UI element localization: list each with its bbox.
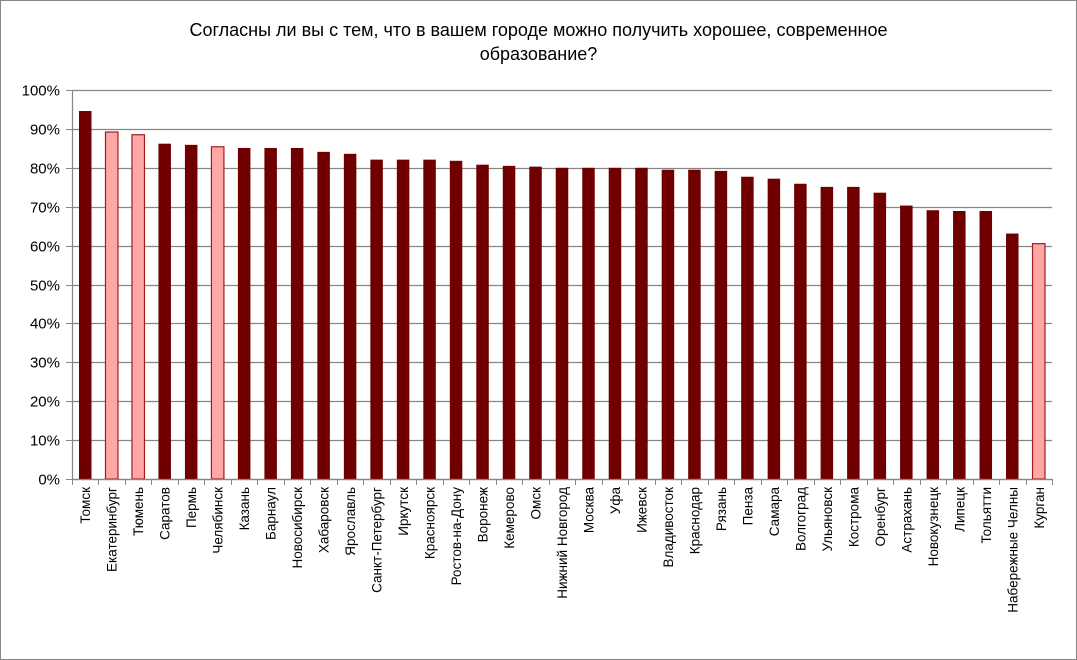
y-tick-label: 20% xyxy=(30,394,60,411)
chart-title: Согласны ли вы с тем, что в вашем городе… xyxy=(0,18,1077,66)
x-tick-label: Рязань xyxy=(714,487,729,531)
x-tick-label: Тюмень xyxy=(131,487,146,536)
x-tick-label: Тольятти xyxy=(979,487,994,544)
bar-1 xyxy=(78,111,92,480)
x-tick-label: Оренбург xyxy=(873,487,888,547)
bar-7 xyxy=(237,147,251,479)
x-tick-label: Уфа xyxy=(608,487,623,515)
x-tick-label: Барнаул xyxy=(264,487,279,540)
bar-4 xyxy=(158,143,171,479)
x-tick-label: Новосибирск xyxy=(290,487,305,569)
bar-11 xyxy=(343,153,357,479)
y-tick-label: 100% xyxy=(22,83,60,100)
x-tick-label: Челябинск xyxy=(211,487,226,554)
x-tick-label: Ижевск xyxy=(634,487,649,533)
x-tick-label: Красноярск xyxy=(423,487,438,559)
x-tick-label: Ростов-на-Дону xyxy=(449,487,464,586)
y-tick-label: 70% xyxy=(30,200,60,217)
x-tick-label: Нижний Новгород xyxy=(555,487,570,599)
x-tick-label: Краснодар xyxy=(687,487,702,554)
x-tick-label: Томск xyxy=(78,487,93,524)
bar-20 xyxy=(582,167,595,480)
bar-16 xyxy=(476,164,489,480)
x-tick-label: Пермь xyxy=(184,487,199,528)
bar-15 xyxy=(449,160,463,479)
bar-26 xyxy=(741,176,754,479)
x-tick-label: Омск xyxy=(529,487,544,520)
y-tick-label: 60% xyxy=(30,239,60,256)
y-axis: 0% 10% 20% 30% 40% 50% 60% 70% 80% 90% 100% xyxy=(22,83,74,489)
bar-24 xyxy=(688,169,701,479)
bar-13 xyxy=(396,159,410,480)
x-tick-label: Кострома xyxy=(846,487,861,548)
bar-23 xyxy=(661,169,675,479)
x-tick-label: Санкт-Петербург xyxy=(370,487,385,593)
bar-28 xyxy=(794,183,807,479)
x-tick-label: Хабаровск xyxy=(317,487,332,553)
y-tick-label: 10% xyxy=(30,433,60,450)
bar-5 xyxy=(184,144,198,479)
y-tick-label: 0% xyxy=(38,472,60,489)
x-tick-label: Пенза xyxy=(740,487,755,526)
x-tick-label: Ульяновск xyxy=(820,487,835,552)
bars xyxy=(78,111,1046,480)
bar-37 xyxy=(1031,243,1046,480)
x-tick-label: Набережные Челны xyxy=(1005,487,1020,613)
bar-33 xyxy=(926,210,940,480)
x-tick-label: Саратов xyxy=(158,487,173,540)
x-tick-label: Волгоград xyxy=(793,487,808,551)
bar-12 xyxy=(370,159,383,480)
x-tick-label: Курган xyxy=(1032,487,1047,529)
bar-19 xyxy=(555,167,569,480)
y-tick-label: 50% xyxy=(30,278,60,295)
x-axis: Томск Екатеринбург Тюмень Саратов Пермь Челяб… xyxy=(72,478,1053,613)
bar-34 xyxy=(953,210,966,479)
bar-2 xyxy=(104,131,119,480)
bar-22 xyxy=(635,167,648,480)
bar-29 xyxy=(820,186,834,479)
x-tick-label: Новокузнецк xyxy=(926,487,941,566)
x-tick-label: Ярославль xyxy=(343,487,358,556)
x-tick-label: Москва xyxy=(581,487,596,534)
bar-21 xyxy=(608,167,622,480)
x-tick-label: Воронеж xyxy=(476,487,491,542)
y-tick-label: 90% xyxy=(30,122,60,139)
bar-30 xyxy=(847,186,860,479)
bar-17 xyxy=(502,165,516,480)
bar-35 xyxy=(979,210,993,479)
bar-3 xyxy=(131,134,146,480)
bar-10 xyxy=(317,151,330,479)
chart-title-line-1: Согласны ли вы с тем, что в вашем городе… xyxy=(189,20,888,40)
bar-14 xyxy=(423,159,436,480)
bar-6 xyxy=(210,146,225,480)
bar-31 xyxy=(873,192,887,480)
bar-36 xyxy=(1006,233,1019,479)
y-tick-label: 30% xyxy=(30,355,60,372)
bar-25 xyxy=(714,170,728,480)
x-tick-label: Иркутск xyxy=(396,487,411,536)
bar-27 xyxy=(767,178,781,479)
x-tick-label: Владивосток xyxy=(661,487,676,568)
x-tick-label: Екатеринбург xyxy=(105,487,120,572)
y-tick-label: 80% xyxy=(30,161,60,178)
bar-9 xyxy=(290,147,304,479)
bar-32 xyxy=(900,205,913,479)
bar-8 xyxy=(264,147,277,479)
bar-18 xyxy=(529,166,542,479)
x-tick-label: Самара xyxy=(767,487,782,537)
x-tick-label: Казань xyxy=(237,487,252,530)
chart-title-line-2: образование? xyxy=(479,44,598,64)
x-tick-label: Липецк xyxy=(952,487,967,532)
x-tick-label: Астрахань xyxy=(899,487,914,553)
y-tick-label: 40% xyxy=(30,316,60,333)
x-tick-label: Кемерово xyxy=(502,487,517,549)
